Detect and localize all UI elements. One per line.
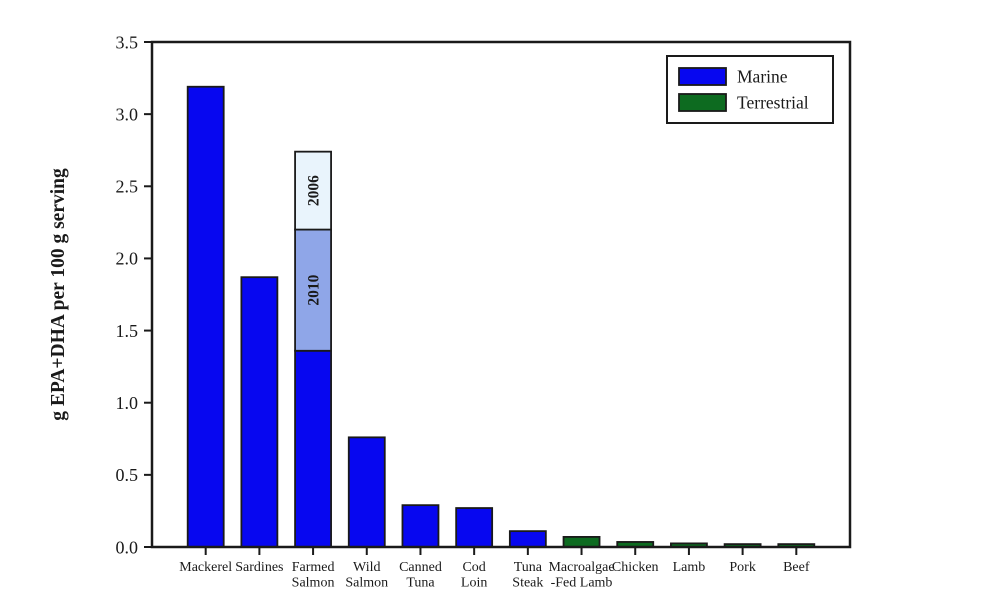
legend-swatch-marine	[678, 67, 727, 86]
y-tick-label-3-5: 3.5	[116, 32, 139, 52]
x-category-label-tuna-steak-line1: Tuna	[514, 560, 543, 575]
x-category-label-canned-tuna-line1: Canned	[399, 560, 442, 575]
y-tick-label-0-0: 0.0	[116, 537, 139, 557]
y-tick-label-0-5: 0.5	[116, 465, 139, 485]
bar-mackerel	[186, 85, 225, 548]
x-category-label-sardines: Sardines	[235, 560, 283, 575]
y-tick-label-3-0: 3.0	[116, 104, 139, 124]
bar-segment-label-2010: 2010	[306, 274, 323, 305]
x-category-label-farmed-salmon-line2: Salmon	[292, 576, 335, 591]
legend-label-terrestrial: Terrestrial	[737, 93, 809, 113]
y-tick-label-1-0: 1.0	[116, 393, 139, 413]
x-category-label-chicken: Chicken	[612, 560, 659, 575]
x-category-label-lamb: Lamb	[673, 560, 706, 575]
bar-segment-farmed-salmon-2010	[294, 228, 332, 352]
x-category-label-tuna-steak-line2: Steak	[512, 576, 543, 591]
y-tick-label-2-5: 2.5	[116, 177, 139, 197]
x-category-label-macroalgae-fed-lamb-line1: Macroalgae	[548, 560, 614, 575]
plot-border	[150, 40, 852, 549]
bar-wild-salmon	[347, 436, 386, 548]
legend-label-marine: Marine	[737, 67, 788, 87]
bar-canned-tuna	[401, 504, 440, 548]
bar-sardines	[240, 276, 279, 548]
x-category-label-macroalgae-fed-lamb-line2: -Fed Lamb	[551, 576, 613, 591]
x-category-label-wild-salmon-line2: Salmon	[345, 576, 388, 591]
x-category-label-pork: Pork	[729, 560, 755, 575]
y-tick-label-2-0: 2.0	[116, 249, 139, 269]
bar-cod-loin	[455, 507, 494, 548]
bar-macroalgae-fed-lamb	[562, 536, 601, 548]
bar-tuna-steak	[508, 530, 547, 548]
x-category-label-beef: Beef	[783, 560, 810, 575]
x-category-label-mackerel: Mackerel	[179, 560, 232, 575]
bar-segment-label-2006: 2006	[306, 175, 323, 206]
y-axis-title: g EPA+DHA per 100 g serving	[48, 168, 69, 421]
x-category-label-canned-tuna-line2: Tuna	[406, 576, 435, 591]
bar-segment-farmed-salmon-2006	[294, 150, 332, 231]
x-category-label-cod-loin-line2: Loin	[461, 576, 487, 591]
legend-swatch-terrestrial	[678, 93, 727, 112]
x-category-label-farmed-salmon-line1: Farmed	[292, 560, 335, 575]
y-tick-label-1-5: 1.5	[116, 321, 139, 341]
x-category-label-wild-salmon-line1: Wild	[353, 560, 380, 575]
bar-farmed-salmon	[294, 349, 332, 548]
x-category-label-cod-loin-line1: Cod	[462, 560, 485, 575]
